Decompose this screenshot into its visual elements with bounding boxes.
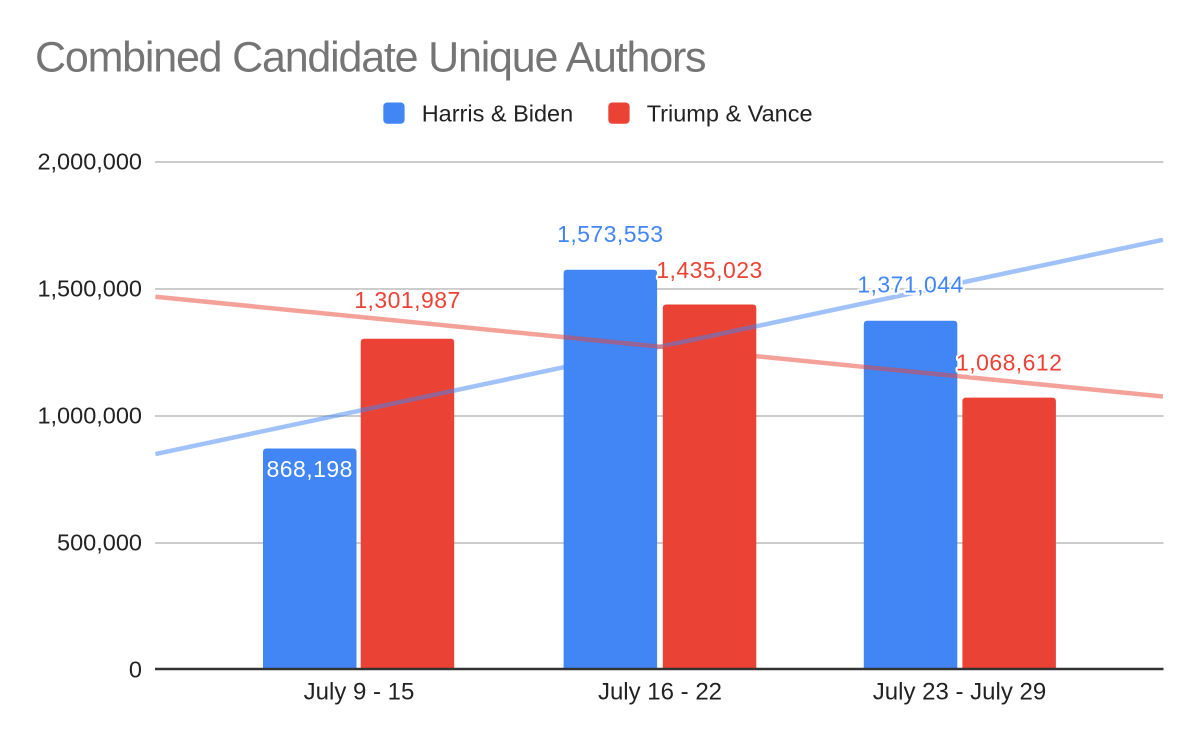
- svg-text:1,000,000: 1,000,000: [37, 403, 142, 429]
- svg-text:1,435,023: 1,435,023: [656, 257, 762, 283]
- svg-text:500,000: 500,000: [57, 530, 142, 556]
- svg-text:1,371,044: 1,371,044: [857, 272, 963, 298]
- svg-text:1,068,612: 1,068,612: [956, 350, 1062, 376]
- svg-text:0: 0: [129, 657, 142, 683]
- svg-text:Harris & Biden: Harris & Biden: [422, 101, 574, 127]
- svg-text:2,000,000: 2,000,000: [37, 149, 142, 175]
- svg-text:1,301,987: 1,301,987: [354, 287, 460, 313]
- svg-text:868,198: 868,198: [267, 456, 353, 482]
- svg-text:1,573,553: 1,573,553: [557, 221, 663, 247]
- svg-text:July 23 - July 29: July 23 - July 29: [873, 678, 1046, 705]
- svg-text:Combined Candidate Unique Auth: Combined Candidate Unique Authors: [35, 33, 705, 81]
- svg-text:July 16 - 22: July 16 - 22: [598, 678, 722, 705]
- svg-text:Triump & Vance: Triump & Vance: [647, 101, 813, 127]
- svg-text:1,500,000: 1,500,000: [37, 276, 142, 302]
- svg-text:July 9 - 15: July 9 - 15: [304, 678, 415, 705]
